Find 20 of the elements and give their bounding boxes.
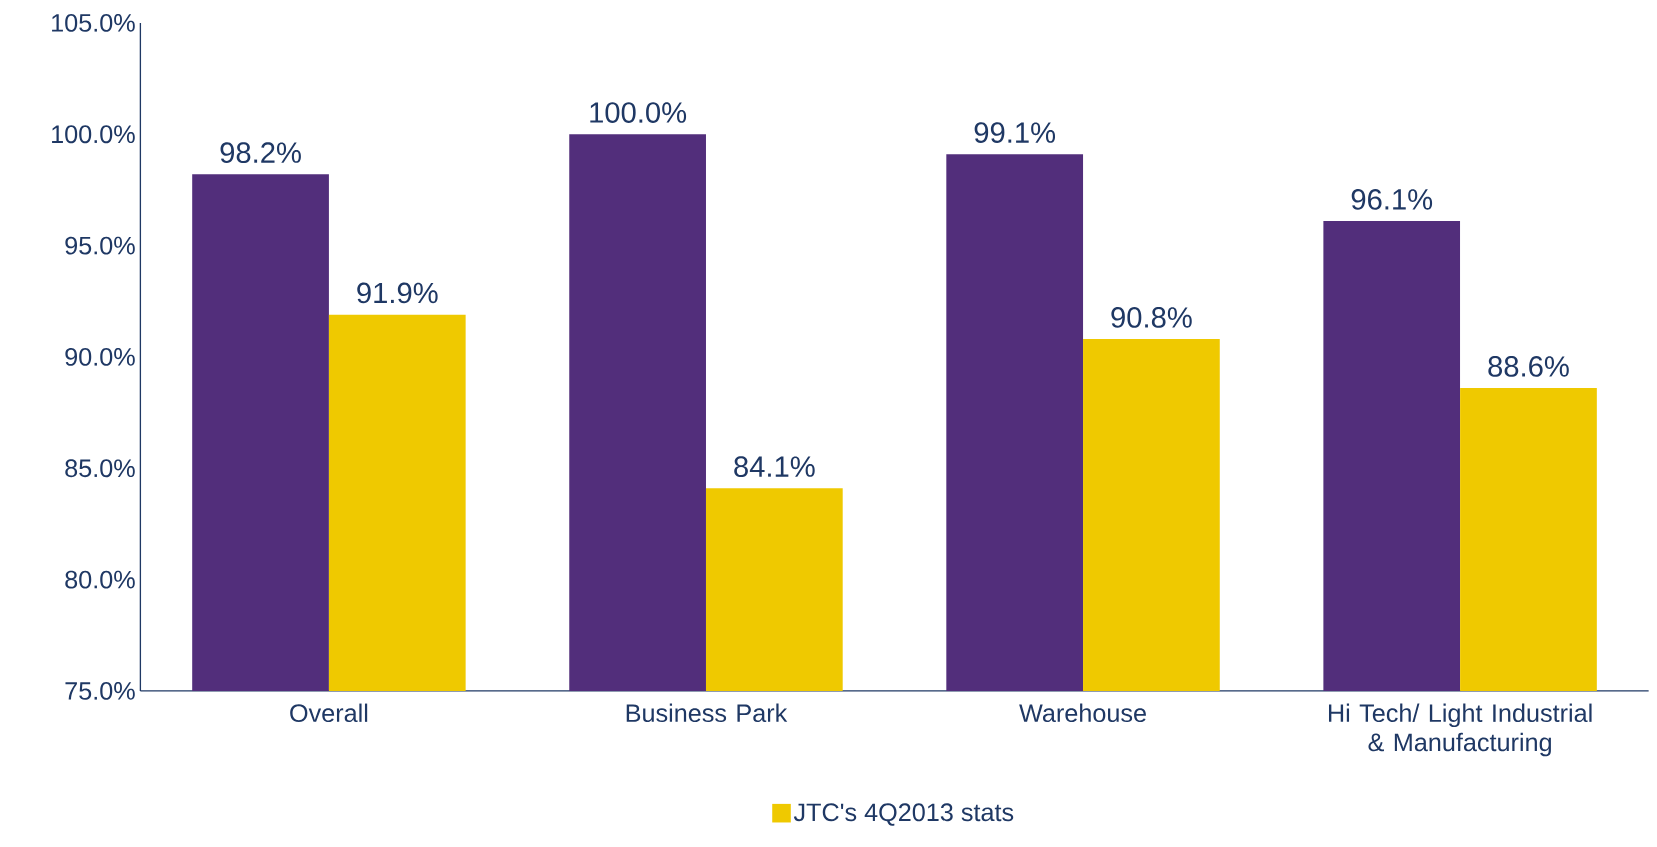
x-tick-label: Warehouse — [1019, 703, 1146, 722]
data-label: 96.1% — [1351, 188, 1433, 210]
y-tick-label: 80.0% — [65, 570, 135, 589]
x-tick-label: Overall — [290, 703, 368, 722]
data-label: 99.1% — [974, 122, 1056, 143]
x-tick-label: Business Park — [626, 703, 788, 722]
data-label: 91.9% — [357, 282, 438, 304]
y-tick-label: 100.0% — [52, 125, 135, 144]
y-tick-label: 85.0% — [65, 459, 135, 478]
legend-label: JTC's 4Q2013 stats — [793, 803, 1014, 826]
x-tick-label: Hi Tech/ Light Industrial & Manufacturing — [1329, 703, 1592, 757]
data-label: 98.2% — [220, 142, 301, 163]
data-label: 84.1% — [734, 456, 815, 477]
y-tick-label: 90.0% — [65, 347, 135, 366]
data-label: 90.8% — [1111, 306, 1192, 328]
data-label: 100.0% — [590, 102, 687, 123]
y-tick-label: 105.0% — [52, 13, 135, 32]
y-tick-label: 75.0% — [65, 681, 135, 700]
y-tick-label: 95.0% — [65, 236, 135, 255]
data-label: 88.6% — [1488, 355, 1569, 377]
